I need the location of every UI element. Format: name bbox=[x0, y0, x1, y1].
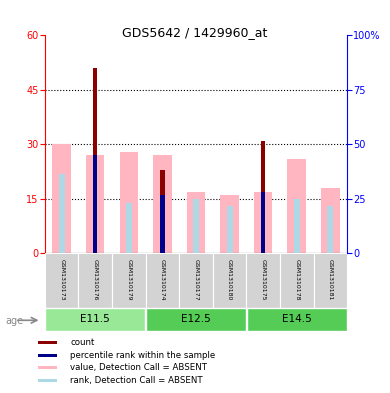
Text: E14.5: E14.5 bbox=[282, 314, 312, 324]
Bar bbox=[280, 253, 314, 309]
Bar bbox=[146, 308, 246, 331]
Bar bbox=[38, 366, 57, 369]
Text: count: count bbox=[70, 338, 94, 347]
Text: GSM1310175: GSM1310175 bbox=[261, 259, 266, 301]
Text: GSM1310179: GSM1310179 bbox=[126, 259, 131, 301]
Bar bbox=[261, 141, 265, 253]
Bar bbox=[246, 253, 280, 309]
Bar bbox=[93, 68, 98, 253]
Bar bbox=[314, 253, 347, 309]
Bar bbox=[321, 188, 340, 253]
Bar bbox=[78, 253, 112, 309]
Text: GDS5642 / 1429960_at: GDS5642 / 1429960_at bbox=[122, 26, 268, 39]
Bar bbox=[193, 199, 199, 253]
Text: E11.5: E11.5 bbox=[80, 314, 110, 324]
Text: age: age bbox=[5, 316, 23, 327]
Text: E12.5: E12.5 bbox=[181, 314, 211, 324]
Bar bbox=[160, 195, 165, 253]
Bar bbox=[227, 206, 232, 253]
Bar bbox=[247, 308, 347, 331]
Text: percentile rank within the sample: percentile rank within the sample bbox=[70, 351, 215, 360]
Text: value, Detection Call = ABSENT: value, Detection Call = ABSENT bbox=[70, 364, 207, 373]
Bar bbox=[160, 170, 165, 253]
Bar bbox=[126, 203, 132, 253]
Bar bbox=[153, 155, 172, 253]
Bar bbox=[86, 155, 105, 253]
Bar bbox=[112, 253, 145, 309]
Bar bbox=[45, 253, 78, 309]
Bar bbox=[45, 308, 145, 331]
Text: GSM1310177: GSM1310177 bbox=[193, 259, 199, 301]
Text: rank, Detection Call = ABSENT: rank, Detection Call = ABSENT bbox=[70, 376, 203, 385]
Bar bbox=[261, 192, 265, 253]
Text: GSM1310173: GSM1310173 bbox=[59, 259, 64, 301]
Bar bbox=[179, 253, 213, 309]
Bar bbox=[187, 192, 205, 253]
Bar bbox=[52, 144, 71, 253]
Text: GSM1310176: GSM1310176 bbox=[93, 259, 98, 301]
Bar bbox=[220, 195, 239, 253]
Bar bbox=[294, 199, 300, 253]
Bar bbox=[58, 174, 65, 253]
Text: GSM1310174: GSM1310174 bbox=[160, 259, 165, 301]
Bar bbox=[145, 253, 179, 309]
Text: GSM1310181: GSM1310181 bbox=[328, 259, 333, 301]
Bar bbox=[213, 253, 246, 309]
Text: GSM1310180: GSM1310180 bbox=[227, 259, 232, 301]
Bar bbox=[93, 155, 98, 253]
Bar bbox=[38, 354, 57, 357]
Bar bbox=[38, 379, 57, 382]
Bar bbox=[254, 192, 272, 253]
Bar bbox=[287, 159, 306, 253]
Bar bbox=[120, 152, 138, 253]
Text: GSM1310178: GSM1310178 bbox=[294, 259, 299, 301]
Bar bbox=[38, 341, 57, 344]
Bar bbox=[327, 206, 333, 253]
